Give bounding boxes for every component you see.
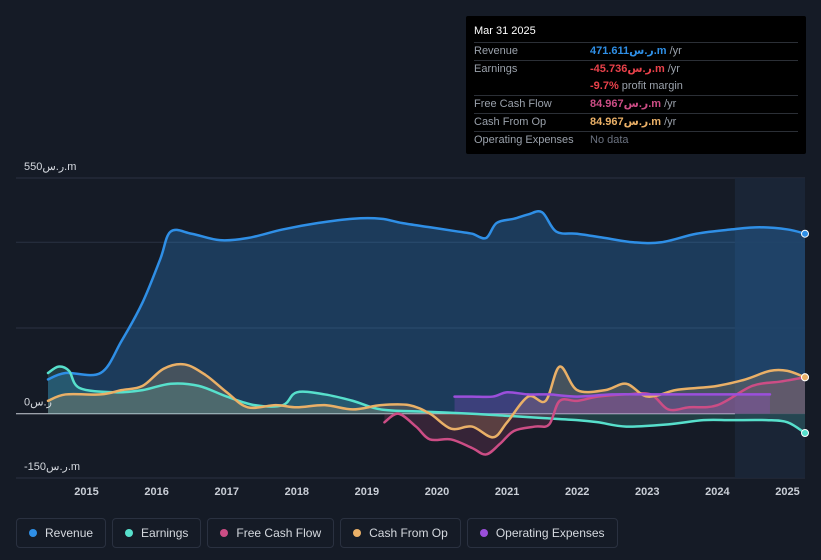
legend-label: Revenue — [45, 526, 94, 540]
x-tick-label: 2015 — [74, 486, 98, 498]
free-cash-flow-line[interactable] — [383, 376, 807, 456]
earnings-line[interactable] — [46, 365, 807, 435]
tooltip-row: Operating Expenses No data — [474, 131, 798, 149]
legend-label: Cash From Op — [369, 526, 448, 540]
tooltip-panel: Mar 31 2025 Revenue 471.611ر.س.m/yr Earnin… — [466, 16, 806, 154]
earnings-area — [48, 366, 805, 433]
tooltip-unit: /yr — [667, 63, 680, 75]
tooltip-value: 84.967ر.س.m — [590, 116, 662, 128]
series-areas — [48, 211, 805, 455]
tooltip-label: Earnings — [474, 63, 518, 75]
x-tick-label: 2019 — [355, 486, 379, 498]
x-tick-label: 2021 — [495, 486, 519, 498]
x-tick-label: 2018 — [285, 486, 309, 498]
legend-dot-icon — [29, 529, 37, 537]
tooltip-value: No data — [590, 134, 629, 146]
x-axis-labels: 2015 2016 2017 2018 2019 2020 2021 2022 2023 2024… — [74, 486, 799, 498]
revenue-end-marker — [801, 229, 809, 238]
legend-item-revenue[interactable]: Revenue — [16, 518, 107, 548]
legend-label: Operating Expenses — [495, 526, 605, 540]
legend-item-free-cash-flow[interactable]: Free Cash Flow — [207, 518, 335, 548]
series-end-markers — [801, 229, 809, 437]
free-cash-flow-area — [384, 377, 805, 455]
legend-label: Earnings — [141, 526, 189, 540]
y-tick-label: 0ر.س — [24, 397, 52, 409]
tooltip-row: Revenue 471.611ر.س.m/yr — [474, 42, 798, 60]
y-axis-labels: 550ر.س.m 0ر.س -150ر.س.m — [24, 161, 80, 473]
tooltip-unit: /yr — [669, 45, 682, 57]
tooltip-value: -9.7% — [590, 80, 619, 92]
legend-dot-icon — [479, 529, 488, 537]
legend-item-cash-from-op[interactable]: Cash From Op — [340, 518, 461, 548]
cash-from-op-end-marker — [801, 373, 809, 382]
x-tick-label: 2017 — [214, 486, 238, 498]
legend-item-earnings[interactable]: Earnings — [112, 518, 202, 548]
legend-item-operating-expenses[interactable]: Operating Expenses — [466, 518, 618, 548]
legend-dot-icon — [125, 529, 134, 537]
tooltip-value: -45.736ر.س.m — [590, 63, 665, 75]
tooltip-date: Mar 31 2025 — [474, 25, 536, 37]
legend: Revenue Earnings Free Cash Flow Cash From O… — [16, 518, 618, 548]
x-tick-label: 2016 — [144, 486, 168, 498]
tooltip-row: Earnings -45.736ر.س.m/yr — [474, 60, 798, 78]
x-tick-label: 2020 — [425, 486, 449, 498]
tooltip-row: -9.7% profit margin — [474, 78, 798, 95]
x-tick-label: 2024 — [705, 486, 730, 498]
gridlines — [16, 177, 805, 479]
x-tick-label: 2025 — [775, 486, 799, 498]
legend-label: Free Cash Flow — [236, 526, 322, 540]
tooltip-label: Operating Expenses — [474, 134, 574, 146]
operating-expenses-line[interactable] — [453, 391, 772, 399]
cash-from-op-line[interactable] — [46, 362, 807, 439]
tooltip-unit: profit margin — [621, 80, 683, 92]
x-tick-label: 2023 — [635, 486, 659, 498]
tooltip-label: Cash From Op — [474, 116, 547, 128]
revenue-area — [48, 211, 805, 414]
legend-dot-icon — [220, 529, 229, 537]
tooltip-value: 84.967ر.س.m — [590, 98, 662, 110]
tooltip-value: 471.611ر.س.m — [590, 45, 667, 57]
tooltip-row: Free Cash Flow 84.967ر.س.m/yr — [474, 95, 798, 113]
revenue-line[interactable] — [46, 210, 807, 381]
series-lines — [46, 210, 807, 456]
legend-dot-icon — [353, 529, 362, 537]
tooltip-unit: /yr — [664, 98, 677, 110]
tooltip-unit: /yr — [664, 116, 677, 128]
x-tick-label: 2022 — [565, 486, 589, 498]
tooltip-row: Cash From Op 84.967ر.س.m/yr — [474, 113, 798, 131]
tooltip-label: Revenue — [474, 45, 519, 57]
y-tick-label: 550ر.س.m — [24, 161, 76, 173]
cash-from-op-area — [48, 364, 805, 438]
tooltip-label — [474, 78, 590, 95]
earnings-end-marker — [801, 429, 809, 437]
y-tick-label: -150ر.س.m — [24, 461, 80, 473]
tooltip-label: Free Cash Flow — [474, 98, 552, 110]
